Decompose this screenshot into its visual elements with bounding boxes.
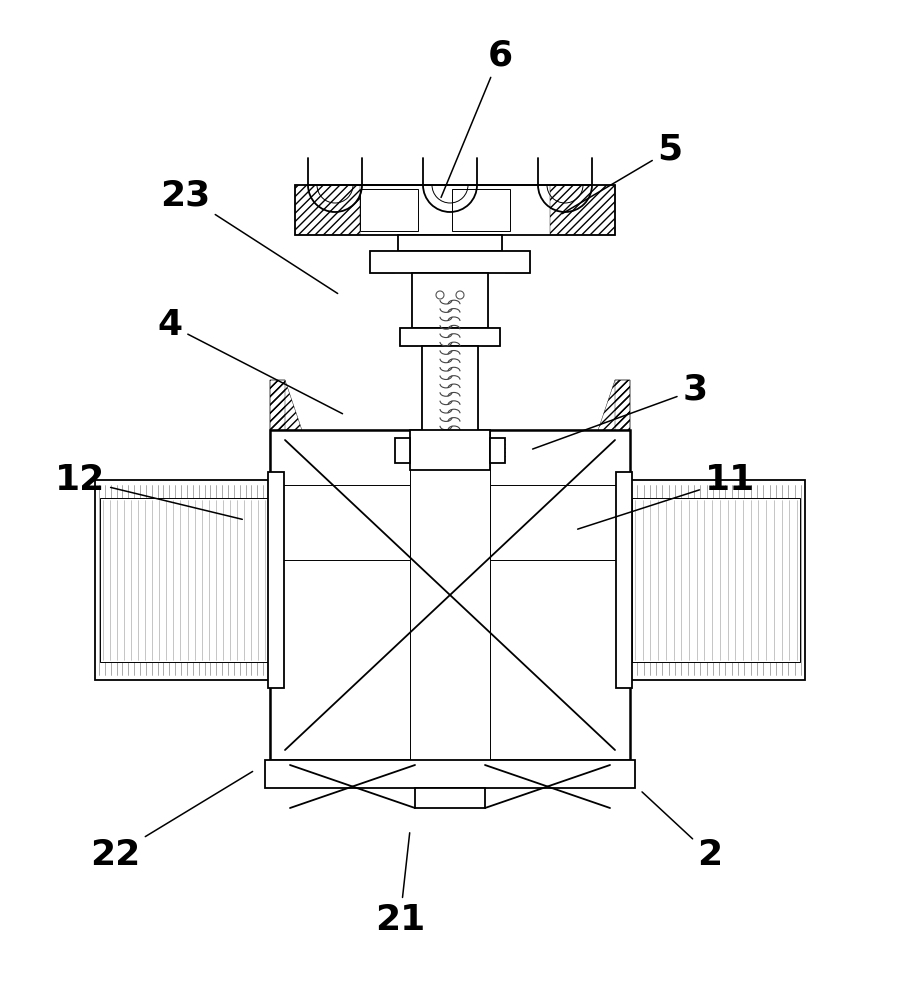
Bar [482,328,500,346]
Bar [395,438,410,463]
Bar [410,430,490,760]
Bar [505,251,530,273]
Bar [452,189,510,231]
Text: 21: 21 [375,833,425,937]
Bar [415,788,485,808]
Bar [490,438,505,463]
Bar [265,760,635,788]
Text: 5: 5 [562,133,682,214]
Text: 12: 12 [55,463,242,519]
Bar [410,430,490,470]
Bar [270,430,630,760]
Bar [295,185,360,235]
Bar [472,273,488,328]
Bar [398,235,418,251]
Bar [412,273,428,328]
Bar [360,189,418,231]
Bar [370,251,395,273]
Bar [100,498,268,662]
Bar [490,485,625,560]
Bar [468,346,478,434]
Text: 4: 4 [158,308,343,414]
Bar [627,480,805,680]
Bar [400,328,500,346]
Text: 6: 6 [441,38,513,197]
Bar [422,346,478,434]
Bar [632,498,800,662]
Text: 23: 23 [160,178,338,293]
Bar [295,185,615,235]
Bar [550,185,615,235]
Bar [412,273,488,328]
Bar [400,328,418,346]
Text: 11: 11 [578,463,755,529]
Bar [398,235,502,251]
Bar [616,472,632,688]
Bar [422,346,432,434]
Bar [370,251,530,273]
Text: 2: 2 [642,792,723,872]
Bar [95,480,273,680]
Text: 3: 3 [533,373,707,449]
Bar [275,485,410,560]
Text: 22: 22 [90,771,253,872]
Bar [268,472,284,688]
Bar [482,235,502,251]
